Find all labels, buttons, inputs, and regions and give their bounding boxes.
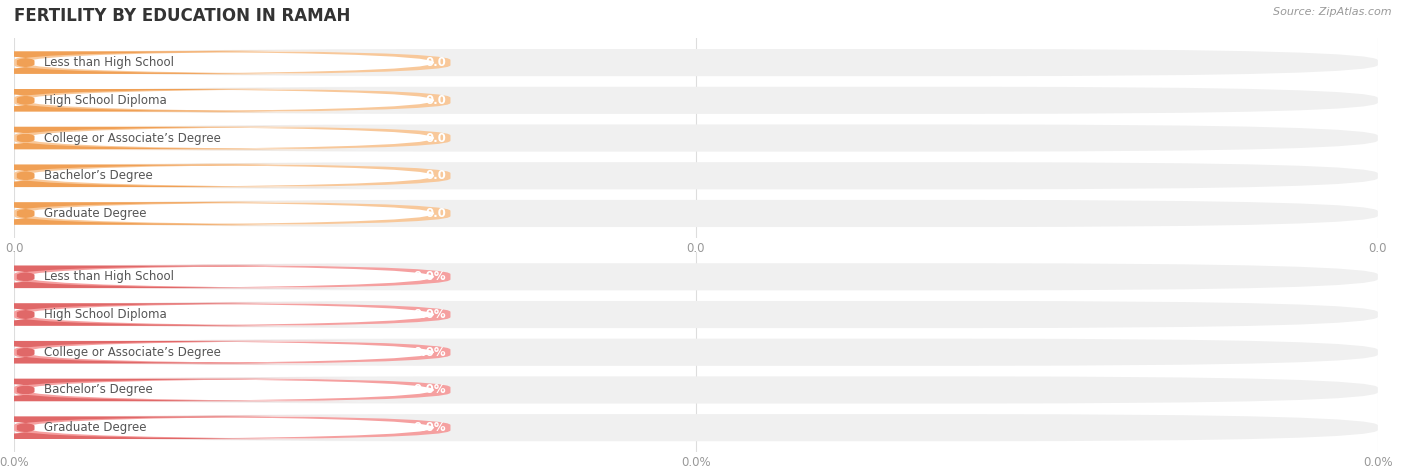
- Text: High School Diploma: High School Diploma: [44, 308, 167, 321]
- Text: 0.0%: 0.0%: [413, 384, 446, 397]
- FancyBboxPatch shape: [25, 164, 434, 187]
- FancyBboxPatch shape: [14, 162, 1378, 189]
- FancyBboxPatch shape: [14, 126, 450, 150]
- FancyBboxPatch shape: [14, 302, 450, 327]
- Text: Bachelor’s Degree: Bachelor’s Degree: [44, 384, 153, 397]
- FancyBboxPatch shape: [25, 341, 434, 364]
- FancyBboxPatch shape: [14, 88, 450, 112]
- FancyBboxPatch shape: [0, 266, 357, 288]
- FancyBboxPatch shape: [25, 303, 434, 326]
- FancyBboxPatch shape: [14, 50, 450, 75]
- FancyBboxPatch shape: [0, 164, 357, 187]
- Text: 0.0%: 0.0%: [413, 308, 446, 321]
- Text: 0.0%: 0.0%: [413, 346, 446, 359]
- FancyBboxPatch shape: [0, 127, 357, 149]
- Text: High School Diploma: High School Diploma: [44, 94, 167, 107]
- FancyBboxPatch shape: [25, 266, 434, 288]
- Text: College or Associate’s Degree: College or Associate’s Degree: [44, 346, 221, 359]
- FancyBboxPatch shape: [14, 265, 450, 289]
- Text: Graduate Degree: Graduate Degree: [44, 207, 146, 220]
- FancyBboxPatch shape: [0, 341, 357, 364]
- Text: Graduate Degree: Graduate Degree: [44, 421, 146, 434]
- FancyBboxPatch shape: [25, 202, 434, 225]
- FancyBboxPatch shape: [0, 378, 357, 401]
- FancyBboxPatch shape: [0, 303, 357, 326]
- FancyBboxPatch shape: [14, 201, 450, 226]
- FancyBboxPatch shape: [14, 378, 450, 402]
- FancyBboxPatch shape: [14, 338, 1378, 366]
- FancyBboxPatch shape: [25, 378, 434, 401]
- FancyBboxPatch shape: [14, 200, 1378, 227]
- FancyBboxPatch shape: [14, 414, 1378, 441]
- FancyBboxPatch shape: [14, 377, 1378, 404]
- Text: 0.0: 0.0: [426, 94, 446, 107]
- Text: Less than High School: Less than High School: [44, 56, 174, 69]
- Text: 0.0%: 0.0%: [413, 421, 446, 434]
- Text: 0.0: 0.0: [426, 131, 446, 145]
- Text: 0.0: 0.0: [426, 207, 446, 220]
- FancyBboxPatch shape: [0, 89, 357, 112]
- Text: 0.0: 0.0: [426, 169, 446, 182]
- Text: FERTILITY BY EDUCATION IN RAMAH: FERTILITY BY EDUCATION IN RAMAH: [14, 7, 350, 25]
- FancyBboxPatch shape: [25, 51, 434, 74]
- FancyBboxPatch shape: [14, 301, 1378, 328]
- Text: Less than High School: Less than High School: [44, 270, 174, 283]
- Text: College or Associate’s Degree: College or Associate’s Degree: [44, 131, 221, 145]
- FancyBboxPatch shape: [14, 124, 1378, 152]
- FancyBboxPatch shape: [25, 89, 434, 112]
- FancyBboxPatch shape: [25, 127, 434, 149]
- FancyBboxPatch shape: [14, 164, 450, 188]
- Text: 0.0%: 0.0%: [413, 270, 446, 283]
- FancyBboxPatch shape: [0, 416, 357, 439]
- FancyBboxPatch shape: [25, 416, 434, 439]
- Text: Source: ZipAtlas.com: Source: ZipAtlas.com: [1274, 7, 1392, 17]
- FancyBboxPatch shape: [14, 416, 450, 440]
- Text: 0.0: 0.0: [426, 56, 446, 69]
- FancyBboxPatch shape: [14, 340, 450, 364]
- FancyBboxPatch shape: [0, 51, 357, 74]
- FancyBboxPatch shape: [14, 87, 1378, 114]
- FancyBboxPatch shape: [14, 49, 1378, 76]
- FancyBboxPatch shape: [14, 263, 1378, 290]
- Text: Bachelor’s Degree: Bachelor’s Degree: [44, 169, 153, 182]
- FancyBboxPatch shape: [0, 202, 357, 225]
